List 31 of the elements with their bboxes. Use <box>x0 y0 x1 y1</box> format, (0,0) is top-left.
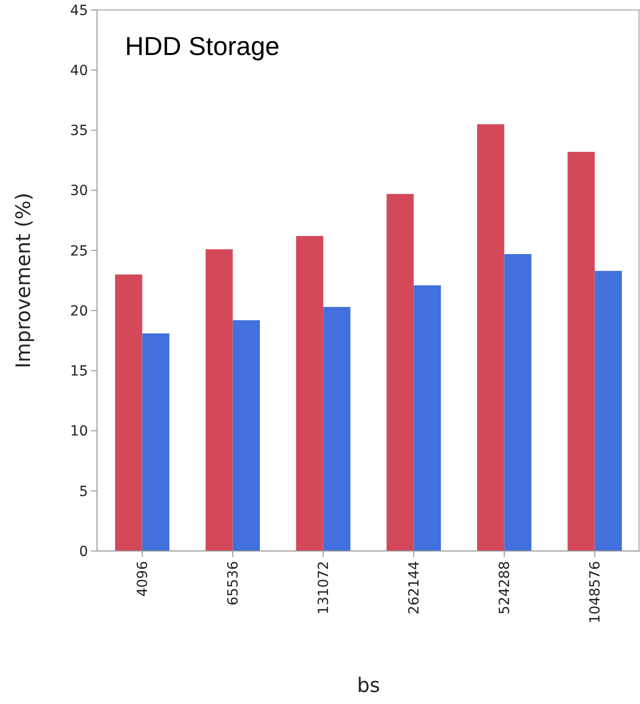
x-tick-label: 65536 <box>226 560 242 606</box>
y-tick-label: 35 <box>70 123 88 140</box>
bar <box>206 249 233 551</box>
bar <box>232 320 260 551</box>
bar <box>386 194 414 551</box>
bar <box>323 306 350 551</box>
x-axis-title: bs <box>356 673 380 697</box>
bar <box>594 270 622 551</box>
y-tick-label: 5 <box>79 484 88 500</box>
y-tick-label: 40 <box>70 63 88 80</box>
bar <box>504 254 532 551</box>
y-axis-title: Improvement (%) <box>11 192 35 368</box>
y-tick-label: 10 <box>70 424 88 440</box>
bar <box>477 124 504 551</box>
bar <box>115 274 142 551</box>
y-tick-label: 0 <box>79 544 88 560</box>
text: HDD Storage <box>125 31 280 61</box>
y-tick-label: 15 <box>70 364 88 380</box>
bar <box>142 333 170 551</box>
bar <box>568 152 595 551</box>
x-tick-label: 1048576 <box>588 560 604 624</box>
bar <box>296 236 324 551</box>
bar <box>414 285 441 551</box>
y-tick-label: 30 <box>70 183 88 200</box>
x-tick-label: 131072 <box>316 561 332 614</box>
y-tick-label: 25 <box>70 243 88 260</box>
x-tick-label: 524288 <box>497 561 514 614</box>
y-tick-label: 45 <box>70 2 88 19</box>
y-tick-label: 20 <box>70 303 88 320</box>
x-tick-label: 262144 <box>406 560 423 614</box>
x-tick-label: 4096 <box>135 560 152 597</box>
